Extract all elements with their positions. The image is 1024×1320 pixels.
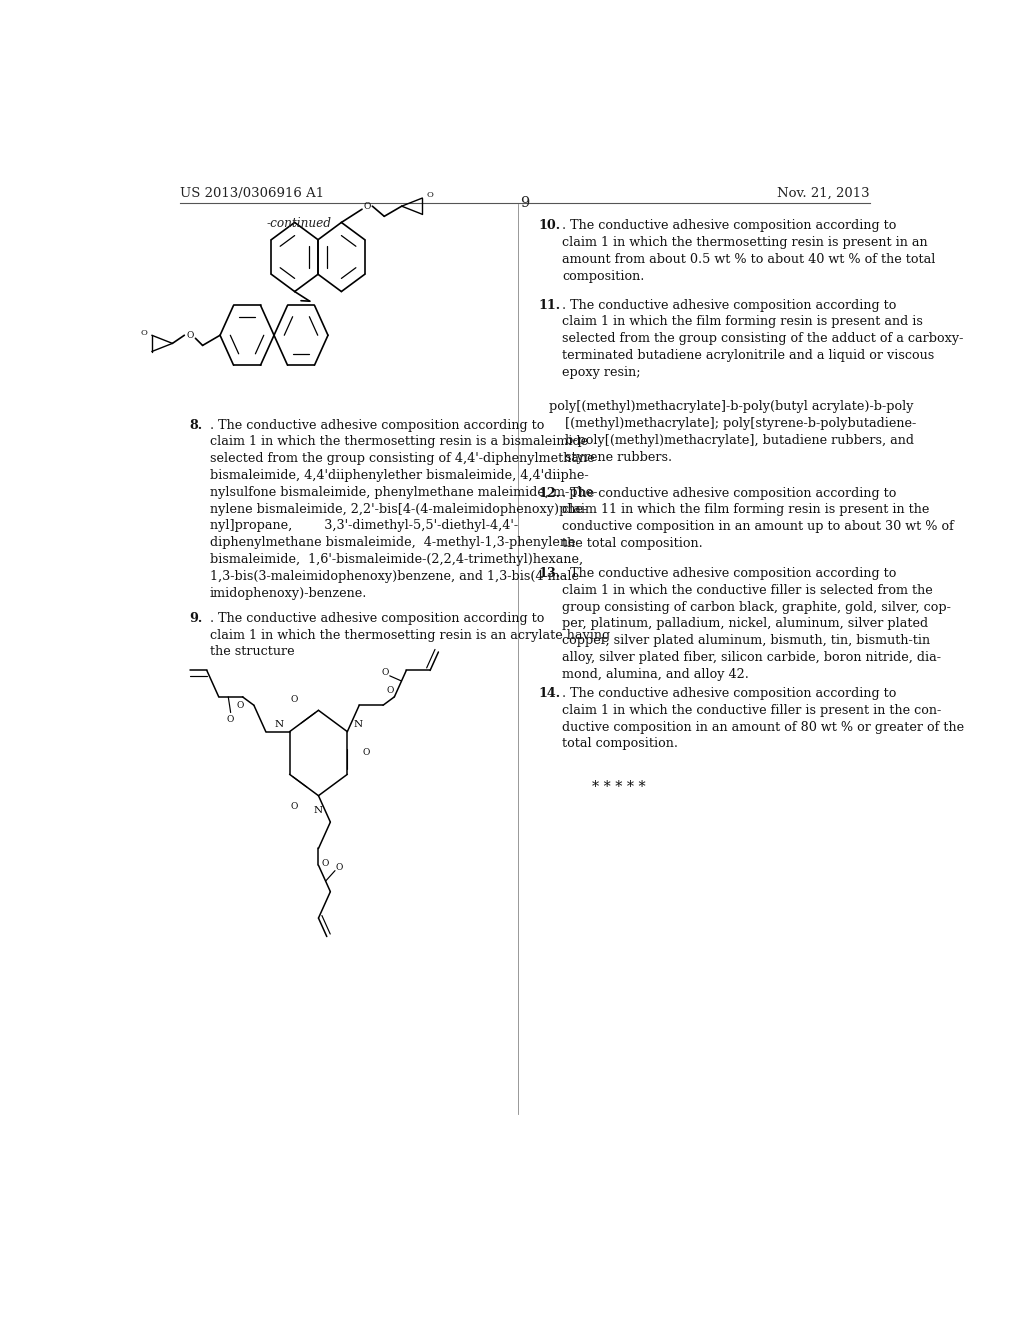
- Text: Nov. 21, 2013: Nov. 21, 2013: [777, 187, 870, 199]
- Text: N: N: [353, 719, 362, 729]
- Text: 9.: 9.: [189, 611, 203, 624]
- Text: O: O: [140, 329, 147, 337]
- Text: 14.: 14.: [539, 686, 560, 700]
- Text: . The conductive adhesive composition according to
claim 1 in which the conducti: . The conductive adhesive composition ac…: [562, 568, 951, 681]
- Text: -continued: -continued: [266, 218, 331, 231]
- Text: O: O: [237, 701, 244, 710]
- Text: N: N: [314, 807, 323, 816]
- Text: . The conductive adhesive composition according to
claim 1 in which the thermose: . The conductive adhesive composition ac…: [210, 611, 610, 659]
- Text: O: O: [227, 714, 234, 723]
- Text: 10.: 10.: [539, 219, 560, 232]
- Text: 8.: 8.: [189, 418, 202, 432]
- Text: O: O: [186, 331, 194, 339]
- Text: O: O: [336, 863, 343, 871]
- Text: * * * * *: * * * * *: [592, 780, 645, 795]
- Text: 11.: 11.: [539, 298, 560, 312]
- Text: 9: 9: [520, 195, 529, 210]
- Text: O: O: [382, 668, 389, 677]
- Text: O: O: [291, 801, 298, 810]
- Text: . The conductive adhesive composition according to
claim 11 in which the film fo: . The conductive adhesive composition ac…: [562, 487, 954, 550]
- Text: . The conductive adhesive composition according to
claim 1 in which the conducti: . The conductive adhesive composition ac…: [562, 686, 965, 750]
- Text: O: O: [291, 696, 298, 705]
- Text: O: O: [362, 748, 370, 758]
- Text: . The conductive adhesive composition according to
claim 1 in which the thermose: . The conductive adhesive composition ac…: [562, 219, 936, 282]
- Text: . The conductive adhesive composition according to
claim 1 in which the thermose: . The conductive adhesive composition ac…: [210, 418, 597, 599]
- Text: US 2013/0306916 A1: US 2013/0306916 A1: [179, 187, 324, 199]
- Text: O: O: [427, 191, 434, 199]
- Text: N: N: [274, 719, 284, 729]
- Text: . The conductive adhesive composition according to
claim 1 in which the film for: . The conductive adhesive composition ac…: [562, 298, 964, 379]
- Text: O: O: [386, 686, 393, 694]
- Text: O: O: [364, 202, 371, 211]
- Text: O: O: [322, 859, 329, 869]
- Text: 12.: 12.: [539, 487, 560, 500]
- Text: 13.: 13.: [539, 568, 560, 579]
- Text: poly[(methyl)methacrylate]-b-poly(butyl acrylate)-b-poly
    [(methyl)methacryla: poly[(methyl)methacrylate]-b-poly(butyl …: [549, 400, 915, 463]
